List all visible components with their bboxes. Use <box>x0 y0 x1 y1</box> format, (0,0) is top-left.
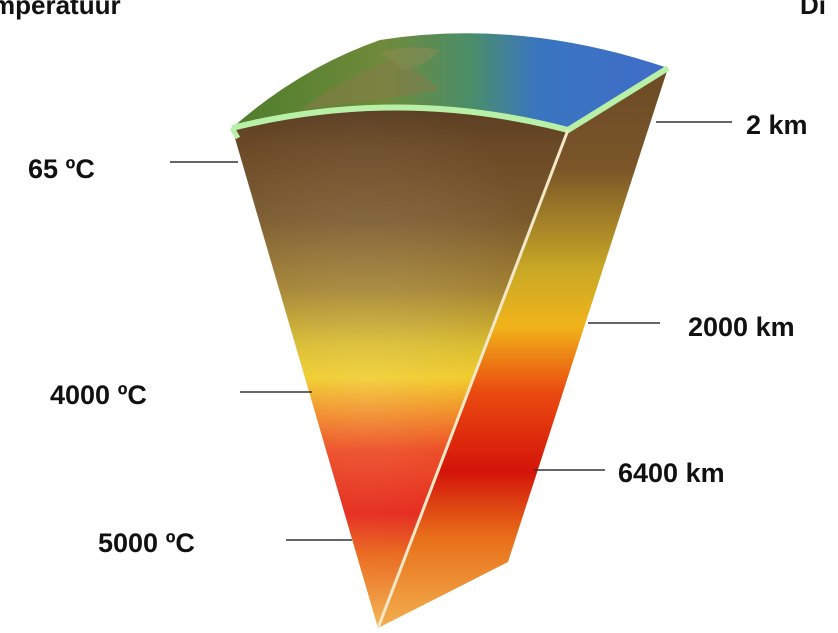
depth-label-mantle: 2000 km <box>688 312 795 342</box>
wedge-edge <box>376 129 570 629</box>
temperature-heading: mperatuur <box>0 0 121 20</box>
temperature-label-core: 5000 ºC <box>98 528 195 558</box>
depth-label-core: 6400 km <box>618 458 725 488</box>
depth-label-crust: 2 km <box>746 110 808 140</box>
temperature-label-mantle: 4000 ºC <box>50 380 147 410</box>
depth-labels: 2 km 2000 km 6400 km <box>534 110 808 488</box>
depth-heading: Di <box>800 0 826 20</box>
side-face <box>378 68 668 628</box>
earth-wedge <box>229 33 670 629</box>
crust-rim <box>231 65 670 133</box>
temperature-label-surface: 65 ºC <box>28 154 95 184</box>
surface-top <box>232 33 668 130</box>
temperature-labels: 65 ºC 4000 ºC 5000 ºC <box>28 154 352 558</box>
